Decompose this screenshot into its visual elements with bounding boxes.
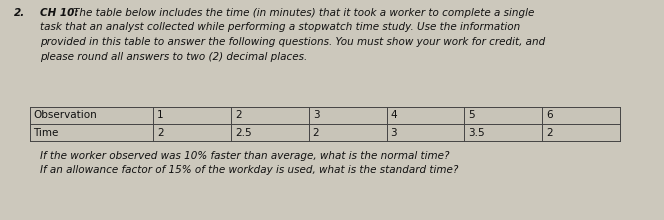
Text: provided in this table to answer the following questions. You must show your wor: provided in this table to answer the fol…: [40, 37, 545, 47]
Text: 6: 6: [546, 110, 553, 121]
Text: 2: 2: [313, 128, 319, 138]
Text: 3.5: 3.5: [468, 128, 485, 138]
Text: The table below includes the time (in minutes) that it took a worker to complete: The table below includes the time (in mi…: [73, 8, 535, 18]
Text: If the worker observed was 10% faster than average, what is the normal time?: If the worker observed was 10% faster th…: [40, 151, 450, 161]
Text: 2.5: 2.5: [235, 128, 252, 138]
Text: task that an analyst collected while performing a stopwatch time study. Use the : task that an analyst collected while per…: [40, 22, 521, 33]
Text: 1: 1: [157, 110, 164, 121]
Text: 2: 2: [546, 128, 553, 138]
Text: CH 10:: CH 10:: [40, 8, 82, 18]
Bar: [30, 107, 620, 141]
Text: If an allowance factor of 15% of the workday is used, what is the standard time?: If an allowance factor of 15% of the wor…: [40, 165, 458, 175]
Text: 3: 3: [390, 128, 397, 138]
Text: 2: 2: [235, 110, 242, 121]
Text: please round all answers to two (2) decimal places.: please round all answers to two (2) deci…: [40, 51, 307, 62]
Text: 3: 3: [313, 110, 319, 121]
Text: Observation: Observation: [33, 110, 97, 121]
Text: 2.: 2.: [14, 8, 25, 18]
Text: 4: 4: [390, 110, 397, 121]
Text: Time: Time: [33, 128, 58, 138]
Text: 2: 2: [157, 128, 164, 138]
Text: 5: 5: [468, 110, 475, 121]
